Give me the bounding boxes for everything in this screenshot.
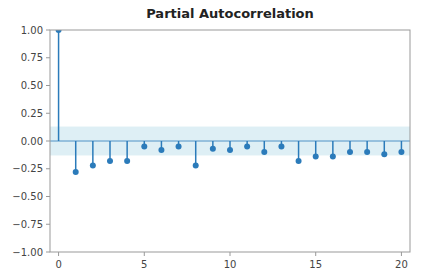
stem-marker [398, 149, 404, 155]
y-tick [46, 224, 50, 225]
y-tick [46, 30, 50, 31]
stem-marker [227, 147, 233, 153]
stem-marker [176, 144, 182, 150]
x-axis: 0 5 10 15 20 [55, 252, 407, 270]
stem-marker [261, 149, 267, 155]
stem-marker [90, 162, 96, 168]
stem-marker [141, 144, 147, 150]
x-tick [230, 252, 231, 256]
x-tick-label: 15 [309, 259, 322, 270]
y-tick-label: 0.75 [21, 52, 43, 63]
chart-title: Partial Autocorrelation [146, 6, 314, 21]
plot-frame [50, 30, 410, 252]
x-tick-label: 20 [395, 259, 408, 270]
y-tick-label: −1.00 [12, 247, 43, 258]
stem-marker [73, 169, 79, 175]
x-tick [144, 252, 145, 256]
y-tick-label: −0.75 [12, 219, 43, 230]
y-tick [46, 85, 50, 86]
chart-container: Partial Autocorrelation −1.00 −0.75 −0.50 −0… [0, 0, 424, 280]
y-tick-label: 0.00 [21, 136, 43, 147]
y-tick-label: 1.00 [21, 25, 43, 36]
stem [75, 141, 77, 172]
stem [92, 141, 94, 165]
plot-area [50, 30, 410, 175]
stem [58, 30, 60, 141]
stem-marker [364, 149, 370, 155]
x-tick-label: 0 [55, 259, 61, 270]
x-tick [58, 252, 59, 256]
stem-marker [381, 151, 387, 157]
stem-marker [193, 162, 199, 168]
x-tick-label: 10 [224, 259, 237, 270]
x-tick [315, 252, 316, 256]
y-tick [46, 113, 50, 114]
stem-marker [278, 144, 284, 150]
y-tick-label: −0.50 [12, 191, 43, 202]
stem-marker [347, 149, 353, 155]
stem-marker [330, 154, 336, 160]
stem-marker [210, 146, 216, 152]
stem-marker [244, 144, 250, 150]
y-tick-label: 0.25 [21, 108, 43, 119]
stem-marker [107, 158, 113, 164]
confidence-band [50, 127, 410, 156]
stem-marker [158, 147, 164, 153]
stem-marker [296, 158, 302, 164]
y-tick [46, 168, 50, 169]
y-tick [46, 57, 50, 58]
stem-marker [313, 154, 319, 160]
x-tick-label: 5 [141, 259, 147, 270]
stem-marker [124, 158, 130, 164]
y-tick [46, 196, 50, 197]
x-tick [401, 252, 402, 256]
chart-svg: Partial Autocorrelation −1.00 −0.75 −0.50 −0… [0, 0, 424, 280]
y-tick-label: −0.25 [12, 163, 43, 174]
y-tick [46, 252, 50, 253]
stem [195, 141, 197, 165]
y-axis: −1.00 −0.75 −0.50 −0.25 0.00 0.25 0.50 0.75 1.00 [12, 25, 50, 258]
y-tick [46, 141, 50, 142]
y-tick-label: 0.50 [21, 80, 43, 91]
